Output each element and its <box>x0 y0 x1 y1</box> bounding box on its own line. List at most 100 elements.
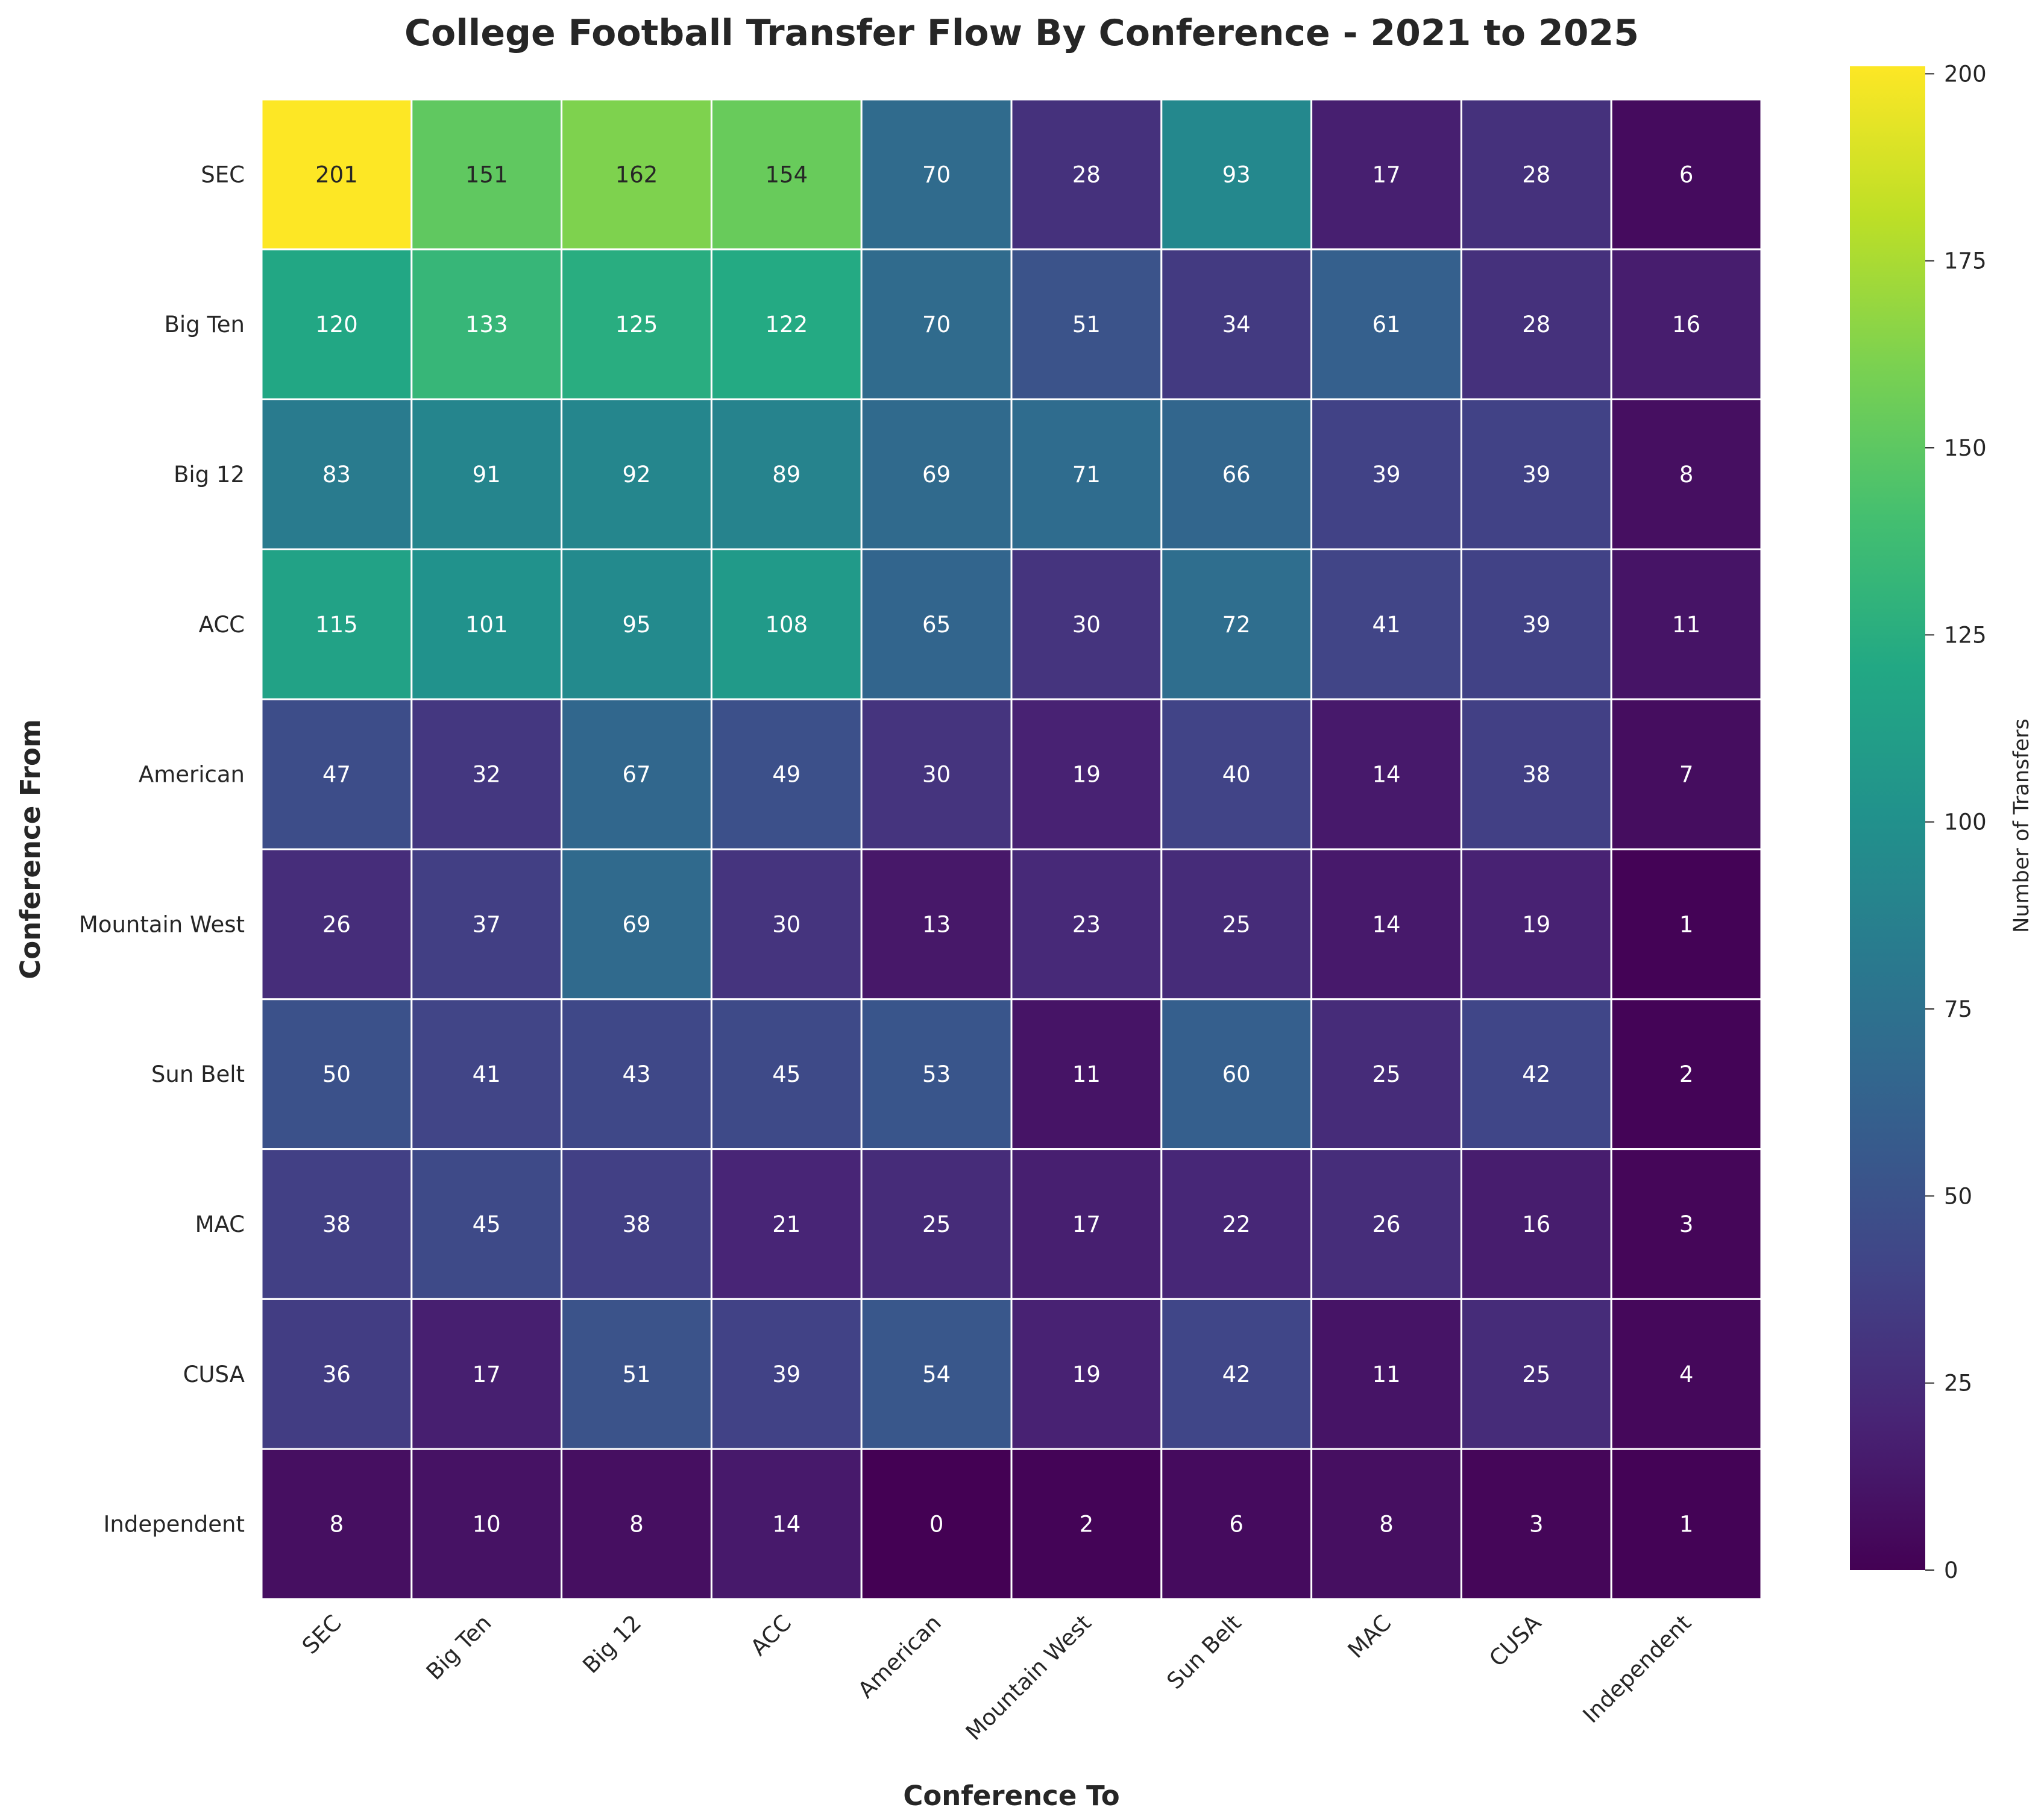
cell-value-label: 26 <box>322 911 351 937</box>
heatmap-cell <box>561 848 712 1001</box>
x-tick-label: ACC <box>746 1610 796 1660</box>
x-tick-label: Independent <box>1578 1610 1696 1728</box>
heatmap-cell <box>561 698 712 850</box>
heatmap-cell <box>1610 548 1763 700</box>
cell-value-label: 45 <box>772 1061 800 1087</box>
cell-value-label: 1 <box>1679 1512 1694 1538</box>
cell-value-label: 6 <box>1229 1512 1244 1538</box>
heatmap-cell <box>860 98 1013 251</box>
y-tick-label: ACC <box>199 612 245 638</box>
cell-value-label: 6 <box>1679 162 1694 187</box>
heatmap-cell <box>1010 548 1163 700</box>
heatmap-cell <box>1610 98 1763 251</box>
heatmap-cell <box>1310 398 1462 550</box>
cell-value-label: 72 <box>1222 612 1251 638</box>
cell-value-label: 42 <box>1222 1362 1251 1387</box>
heatmap-cell <box>710 848 863 1001</box>
heatmap-cell <box>1310 1448 1462 1600</box>
heatmap-cell <box>410 98 563 251</box>
cell-value-label: 69 <box>922 462 951 488</box>
cell-value-label: 17 <box>1072 1211 1101 1237</box>
cell-value-label: 54 <box>922 1362 951 1387</box>
cell-value-label: 38 <box>322 1211 351 1237</box>
cell-value-label: 108 <box>765 612 808 638</box>
cell-value-label: 3 <box>1679 1211 1694 1237</box>
heatmap-cell <box>1010 848 1163 1001</box>
heatmap-cell <box>1160 398 1313 550</box>
cell-value-label: 30 <box>1072 612 1101 638</box>
heatmap-cell <box>1160 998 1313 1151</box>
cell-value-label: 17 <box>1372 162 1400 187</box>
cell-value-label: 19 <box>1072 762 1101 788</box>
cell-value-label: 25 <box>1222 911 1251 937</box>
colorbar-tick-label: 75 <box>1944 996 1972 1022</box>
heatmap-cell <box>1160 848 1313 1001</box>
heatmap-cell <box>260 1298 413 1450</box>
cell-value-label: 11 <box>1072 1061 1101 1087</box>
cell-value-label: 45 <box>473 1211 501 1237</box>
heatmap-cell <box>860 1148 1013 1300</box>
cell-value-label: 30 <box>922 762 951 788</box>
cell-value-label: 19 <box>1522 911 1550 937</box>
cell-value-label: 162 <box>615 162 658 187</box>
y-tick-label: MAC <box>195 1211 245 1237</box>
cell-value-label: 39 <box>772 1362 800 1387</box>
heatmap-cell <box>1010 698 1163 850</box>
cell-value-label: 26 <box>1372 1211 1400 1237</box>
heatmap-cell <box>1460 398 1612 550</box>
colorbar-tick-label: 50 <box>1944 1183 1972 1209</box>
cell-value-label: 16 <box>1522 1211 1550 1237</box>
cell-value-label: 2 <box>1080 1512 1094 1538</box>
x-tick-label: Big 12 <box>578 1610 647 1679</box>
colorbar-label: Number of Transfers <box>2010 718 2034 933</box>
cell-value-label: 14 <box>1372 911 1400 937</box>
cell-value-label: 1 <box>1679 911 1694 937</box>
cell-value-label: 38 <box>1522 762 1550 788</box>
cell-value-label: 43 <box>622 1061 650 1087</box>
cell-value-label: 13 <box>922 911 951 937</box>
heatmap-cell <box>860 848 1013 1001</box>
cell-value-label: 50 <box>322 1061 351 1087</box>
cell-value-label: 61 <box>1372 312 1400 338</box>
cell-value-label: 10 <box>473 1512 501 1538</box>
cell-value-label: 28 <box>1072 162 1101 187</box>
cell-value-label: 28 <box>1522 312 1550 338</box>
y-tick-label: CUSA <box>183 1362 245 1387</box>
heatmap-cell <box>1160 1298 1313 1450</box>
x-tick-label: American <box>853 1610 946 1703</box>
cell-value-label: 3 <box>1529 1512 1544 1538</box>
heatmap-cell <box>561 1298 712 1450</box>
heatmap-cell <box>561 248 712 401</box>
cell-value-label: 34 <box>1222 312 1251 338</box>
cell-value-label: 37 <box>473 911 501 937</box>
cell-value-label: 14 <box>772 1512 800 1538</box>
colorbar <box>1850 66 1925 1570</box>
heatmap-cell <box>1010 1298 1163 1450</box>
heatmap-cell <box>1460 1148 1612 1300</box>
heatmap-cell <box>1010 1148 1163 1300</box>
heatmap-cell <box>1310 98 1462 251</box>
heatmap-cell <box>710 1298 863 1450</box>
heatmap-cell <box>1310 1298 1462 1450</box>
cell-value-label: 39 <box>1522 462 1550 488</box>
x-axis-label: Conference To <box>903 1780 1119 1812</box>
cell-value-label: 60 <box>1222 1061 1251 1087</box>
heatmap-cell <box>260 1448 413 1600</box>
heatmap-cell <box>1460 1448 1612 1600</box>
heatmap-cell <box>410 248 563 401</box>
cell-value-label: 65 <box>922 612 951 638</box>
cell-value-label: 28 <box>1522 162 1550 187</box>
x-tick-label: MAC <box>1343 1610 1397 1663</box>
heatmap-cell <box>260 548 413 700</box>
heatmap-cell <box>410 398 563 550</box>
cell-value-label: 125 <box>615 312 658 338</box>
x-tick-label: SEC <box>297 1610 347 1659</box>
heatmap-cell <box>860 698 1013 850</box>
cell-value-label: 39 <box>1522 612 1550 638</box>
cell-value-label: 40 <box>1222 762 1251 788</box>
cell-value-label: 25 <box>922 1211 951 1237</box>
cell-value-label: 17 <box>473 1362 501 1387</box>
heatmap-cell <box>710 998 863 1151</box>
heatmap-cell <box>1310 248 1462 401</box>
